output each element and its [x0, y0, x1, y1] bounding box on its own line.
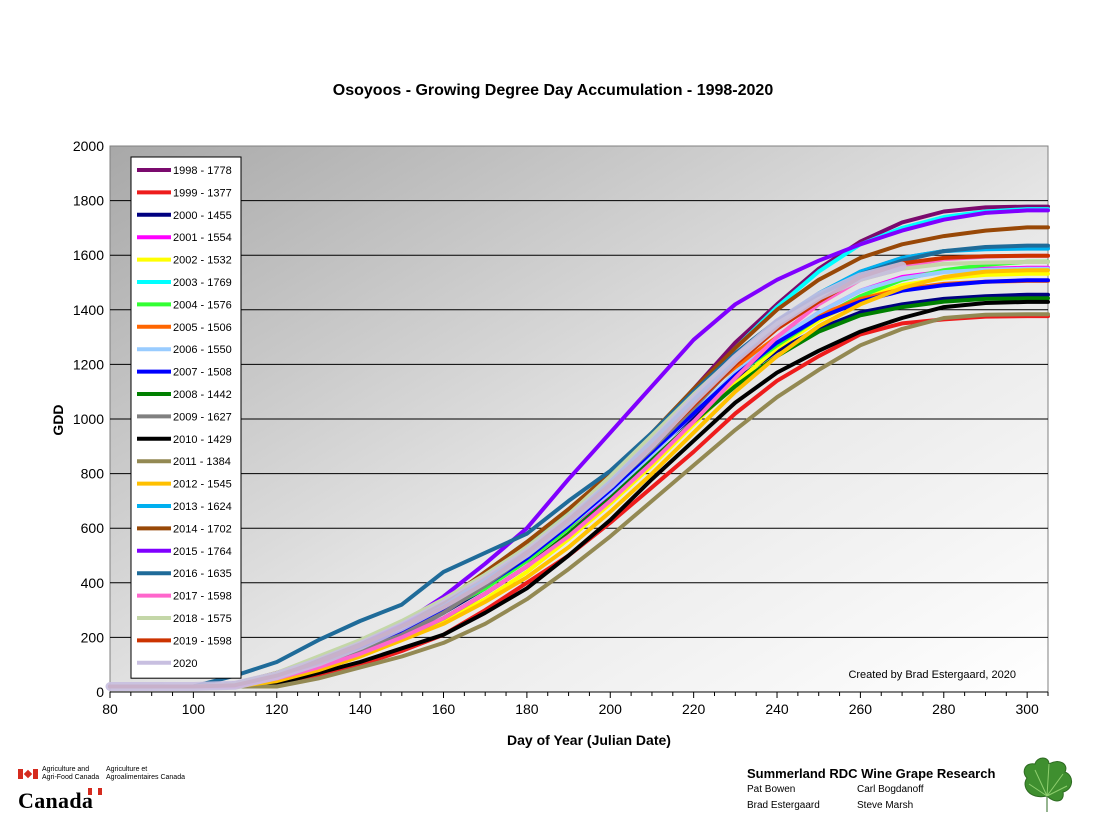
- chart-title: Osoyoos - Growing Degree Day Accumulatio…: [333, 82, 774, 99]
- series-line: [108, 312, 1050, 689]
- legend-label: 2016 - 1635: [173, 568, 232, 580]
- y-tick-label: 1800: [73, 193, 104, 209]
- legend-label: 2010 - 1429: [173, 434, 232, 446]
- legend-label: 2020: [173, 658, 197, 670]
- legend-label: 2007 - 1508: [173, 367, 232, 379]
- legend-label: 2014 - 1702: [173, 523, 232, 535]
- legend-label: 2008 - 1442: [173, 389, 232, 401]
- legend-label: 2003 - 1769: [173, 277, 232, 289]
- legend-label: 2000 - 1455: [173, 210, 232, 222]
- legend-label: 1998 - 1778: [173, 165, 232, 177]
- series-line: [108, 268, 1050, 689]
- agency-name-fr: Agriculture et Agroalimentaires Canada: [106, 766, 185, 781]
- legend-label: 2015 - 1764: [173, 546, 232, 558]
- y-tick-label: 0: [96, 684, 104, 700]
- y-axis-label: GDD: [50, 404, 66, 435]
- x-tick-label: 300: [1015, 701, 1039, 717]
- legend-label: 2001 - 1554: [173, 232, 232, 244]
- x-tick-label: 200: [599, 701, 623, 717]
- legend-label: 2019 - 1598: [173, 635, 232, 647]
- gdd-line-chart: Osoyoos - Growing Degree Day Accumulatio…: [50, 82, 1050, 748]
- series-line: [108, 299, 1050, 689]
- y-tick-label: 400: [81, 575, 105, 591]
- x-tick-label: 180: [515, 701, 539, 717]
- y-tick-label: 200: [81, 629, 105, 645]
- x-tick-label: 260: [849, 701, 873, 717]
- credit-name: Brad Estergaard: [747, 800, 820, 811]
- wordmark-flag-icon: [88, 788, 102, 795]
- legend-label: 2002 - 1532: [173, 255, 232, 267]
- y-tick-label: 1000: [73, 411, 104, 427]
- legend-label: 2004 - 1576: [173, 299, 232, 311]
- legend-label: 2011 - 1384: [173, 456, 231, 468]
- legend-label: 2009 - 1627: [173, 411, 232, 423]
- x-tick-label: 220: [682, 701, 706, 717]
- y-tick-label: 800: [81, 466, 105, 482]
- x-axis-label: Day of Year (Julian Date): [507, 732, 671, 748]
- legend-label: 2018 - 1575: [173, 613, 232, 625]
- research-credits: Summerland RDC Wine Grape Research Pat B…: [747, 757, 1087, 820]
- legend-label: 1999 - 1377: [173, 187, 232, 199]
- series-line: [108, 243, 1050, 689]
- grape-leaf-icon: [1023, 757, 1072, 812]
- y-axis-ticks: 0 200 400 600 800 1000 1200 1400 1600 1800 2000: [73, 138, 104, 700]
- legend-label: 2017 - 1598: [173, 591, 232, 603]
- legend-label: 2005 - 1506: [173, 322, 232, 334]
- y-tick-label: 1200: [73, 356, 104, 372]
- aafc-signature: Agriculture and Agri-Food Canada Agricul…: [18, 764, 218, 820]
- x-tick-label: 240: [765, 701, 789, 717]
- y-tick-label: 2000: [73, 138, 104, 154]
- credit-name: Carl Bogdanoff: [857, 784, 924, 795]
- series-lines: [105, 204, 1050, 691]
- series-line: [105, 261, 907, 691]
- y-tick-label: 1400: [73, 302, 104, 318]
- y-tick-label: 600: [81, 520, 105, 536]
- y-tick-label: 1600: [73, 247, 104, 263]
- legend-label: 2012 - 1545: [173, 479, 232, 491]
- legend-label: 2013 - 1624: [173, 501, 232, 513]
- canada-wordmark: Canada: [18, 788, 94, 813]
- x-tick-label: 100: [182, 701, 206, 717]
- legend: 1998 - 1778 1999 - 1377 2000 - 1455 2001 - …: [130, 156, 242, 679]
- agency-name-en: Agriculture and Agri-Food Canada: [42, 766, 100, 781]
- canada-flag-icon: [18, 769, 38, 779]
- credit-name: Steve Marsh: [857, 800, 914, 811]
- research-title: Summerland RDC Wine Grape Research: [747, 766, 996, 781]
- x-tick-label: 160: [432, 701, 456, 717]
- x-tick-label: 120: [265, 701, 289, 717]
- x-tick-label: 280: [932, 701, 956, 717]
- x-tick-label: 80: [102, 701, 118, 717]
- annotation: Created by Brad Estergaard, 2020: [848, 669, 1016, 681]
- credit-name: Pat Bowen: [747, 784, 796, 795]
- legend-label: 2006 - 1550: [173, 344, 232, 356]
- x-tick-label: 140: [348, 701, 372, 717]
- x-axis-ticks: 80 100 120 140 160 180 200 220 240 260 280 300: [102, 691, 1049, 717]
